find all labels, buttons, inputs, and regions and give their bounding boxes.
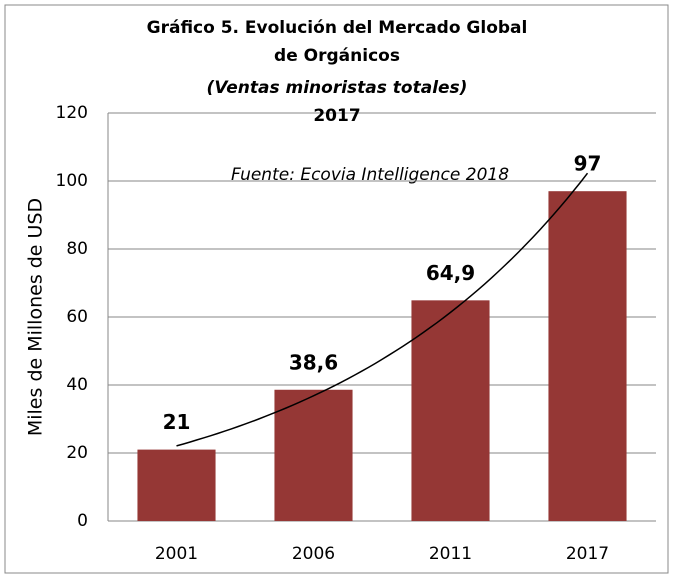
x-tick-label: 2017: [566, 544, 609, 564]
data-label: 38,6: [289, 350, 338, 374]
y-tick-label: 120: [56, 103, 88, 123]
bar: [548, 191, 627, 521]
x-tick-label: 2006: [292, 544, 335, 564]
annotation: Fuente: Ecovia Intelligence 2018: [231, 165, 509, 185]
x-tick-label: 2001: [155, 544, 198, 564]
y-tick-label: 0: [77, 511, 88, 531]
x-tick-label: 2011: [429, 544, 472, 564]
trendline: [176, 172, 589, 447]
y-tick-label: 40: [66, 375, 88, 395]
y-tick-label: 100: [56, 171, 88, 191]
chart-year: 2017: [313, 106, 361, 126]
data-label: 64,9: [426, 261, 475, 285]
data-label: 97: [574, 152, 602, 176]
y-tick-label: 60: [66, 307, 88, 327]
y-axis-label: Miles de Millones de USD: [25, 198, 47, 436]
bar: [137, 449, 216, 521]
bar: [274, 389, 353, 521]
chart-title: Gráfico 5. Evolución del Mercado Global …: [146, 18, 528, 66]
chart-border: [4, 4, 669, 574]
y-tick-label: 20: [66, 443, 88, 463]
y-tick-label: 80: [66, 239, 88, 259]
data-label: 21: [163, 410, 191, 434]
chart-subtitle: (Ventas minoristas totales): [206, 78, 468, 98]
bar: [411, 300, 490, 521]
